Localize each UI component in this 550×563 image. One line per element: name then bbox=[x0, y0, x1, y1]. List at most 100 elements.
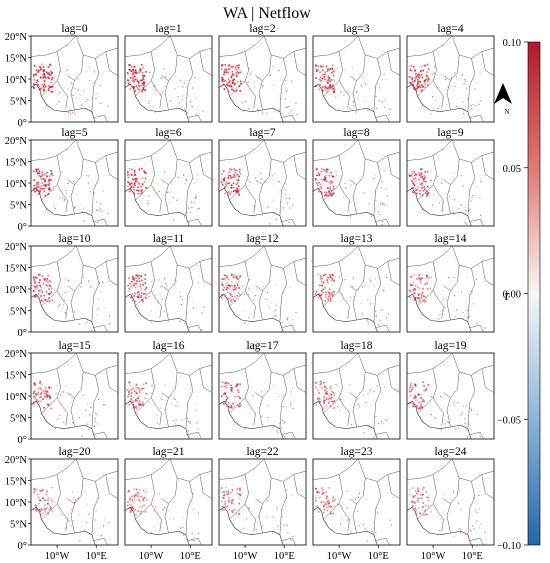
pixel-r-positive bbox=[227, 65, 230, 67]
pixel-r-positive bbox=[320, 297, 323, 299]
pixel-r-positive bbox=[320, 192, 323, 195]
pixel-r-positive bbox=[437, 175, 439, 177]
pixel-r-positive bbox=[386, 276, 388, 278]
pixel-r-positive bbox=[227, 287, 230, 290]
colorbar-tick-label: 0.00 bbox=[503, 290, 521, 301]
pixel-r-positive bbox=[410, 82, 413, 84]
pixel-r-positive bbox=[375, 415, 377, 418]
pixel-r-positive bbox=[134, 494, 136, 496]
country-border bbox=[349, 498, 357, 504]
pixel-r-positive bbox=[316, 490, 318, 493]
pixel-r-positive bbox=[457, 215, 459, 217]
pixel-r-positive bbox=[332, 407, 335, 410]
pixel-r-positive bbox=[314, 293, 317, 295]
pixel-r-negative bbox=[193, 540, 195, 542]
pixel-r-positive bbox=[51, 90, 54, 93]
pixel-r-positive bbox=[237, 404, 239, 407]
pixel-r-positive bbox=[142, 87, 144, 89]
country-border bbox=[229, 503, 246, 520]
pixel-r-positive bbox=[424, 83, 426, 85]
colorbar-tick-label: 0.05 bbox=[503, 164, 521, 175]
pixel-r-positive bbox=[144, 89, 147, 92]
pixel-r-positive bbox=[421, 287, 424, 290]
pixel-r-positive bbox=[272, 516, 274, 518]
pixel-r-positive bbox=[131, 296, 133, 299]
pixel-r-positive bbox=[333, 88, 336, 91]
pixel-r-positive bbox=[332, 193, 334, 195]
pixel-r-positive bbox=[149, 71, 151, 73]
pixel-r-positive bbox=[350, 296, 352, 298]
pixel-r-positive bbox=[321, 285, 323, 287]
pixel-r-positive bbox=[59, 71, 61, 73]
pixel-r-positive bbox=[422, 69, 425, 72]
pixel-r-positive bbox=[472, 303, 474, 305]
pixel-r-positive bbox=[322, 178, 325, 181]
pixel-r-positive bbox=[371, 531, 373, 533]
pixel-r-positive bbox=[159, 279, 161, 281]
pixel-r-positive bbox=[324, 300, 327, 302]
pixel-r-positive bbox=[230, 281, 233, 283]
pixel-r-positive bbox=[331, 292, 334, 294]
pixel-r-positive bbox=[423, 175, 426, 177]
pixel-r-positive bbox=[437, 318, 439, 320]
pixel-r-positive bbox=[422, 389, 425, 392]
pixel-r-positive bbox=[35, 295, 37, 298]
pixel-r-negative bbox=[465, 223, 468, 225]
pixel-r-positive bbox=[232, 74, 235, 76]
country-border bbox=[161, 392, 169, 398]
panel-label: lag=16 bbox=[152, 340, 184, 352]
pixel-r-positive bbox=[134, 292, 136, 295]
pixel-r-negative bbox=[471, 525, 474, 527]
panel-label: lag=18 bbox=[340, 340, 372, 352]
pixel-r-positive bbox=[420, 278, 422, 280]
pixel-r-positive bbox=[320, 170, 323, 173]
pixel-r-positive bbox=[227, 284, 229, 287]
pixel-r-positive bbox=[425, 190, 428, 193]
pixel-r-positive bbox=[325, 397, 328, 399]
pixel-r-positive bbox=[41, 383, 43, 386]
pixel-r-negative bbox=[269, 223, 271, 225]
pixel-r-positive bbox=[419, 281, 422, 284]
pixel-r-positive bbox=[475, 105, 477, 107]
pixel-r-positive bbox=[422, 398, 424, 401]
pixel-r-positive bbox=[289, 286, 291, 288]
pixel-r-positive bbox=[51, 287, 53, 290]
pixel-r-positive bbox=[235, 73, 238, 75]
pixel-r-positive bbox=[320, 275, 322, 278]
pixel-r-positive bbox=[277, 180, 279, 182]
pixel-r-positive bbox=[140, 279, 143, 282]
pixel-r-positive bbox=[48, 386, 50, 389]
pixel-r-positive bbox=[248, 288, 250, 290]
pixel-r-positive bbox=[326, 279, 329, 281]
pixel-r-positive bbox=[135, 383, 138, 386]
pixel-r-positive bbox=[129, 64, 131, 66]
pixel-r-positive bbox=[177, 177, 179, 179]
country-border bbox=[323, 503, 340, 520]
pixel-r-positive bbox=[35, 184, 38, 186]
pixel-r-negative bbox=[484, 327, 486, 329]
pixel-r-positive bbox=[431, 96, 434, 98]
pixel-r-positive bbox=[322, 492, 325, 494]
pixel-r-positive bbox=[133, 86, 135, 88]
pixel-r-positive bbox=[425, 180, 427, 183]
pixel-r-positive bbox=[130, 388, 133, 391]
pixel-r-positive bbox=[325, 491, 327, 494]
pixel-r-negative bbox=[187, 430, 189, 432]
pixel-r-positive bbox=[326, 168, 328, 171]
pixel-r-positive bbox=[476, 511, 478, 513]
pixel-r-positive bbox=[51, 299, 54, 302]
pixel-r-positive bbox=[49, 179, 52, 181]
pixel-r-positive bbox=[333, 392, 335, 394]
pixel-r-positive bbox=[59, 91, 61, 94]
pixel-r-positive bbox=[51, 86, 53, 89]
country-border bbox=[161, 179, 169, 185]
pixel-r-positive bbox=[34, 383, 36, 385]
pixel-r-positive bbox=[198, 512, 200, 514]
pixel-r-positive bbox=[439, 105, 441, 107]
pixel-r-positive bbox=[231, 70, 234, 73]
pixel-r-positive bbox=[361, 286, 363, 288]
pixel-r-negative bbox=[79, 540, 81, 542]
pixel-r-positive bbox=[323, 508, 326, 511]
pixel-r-positive bbox=[326, 70, 329, 73]
